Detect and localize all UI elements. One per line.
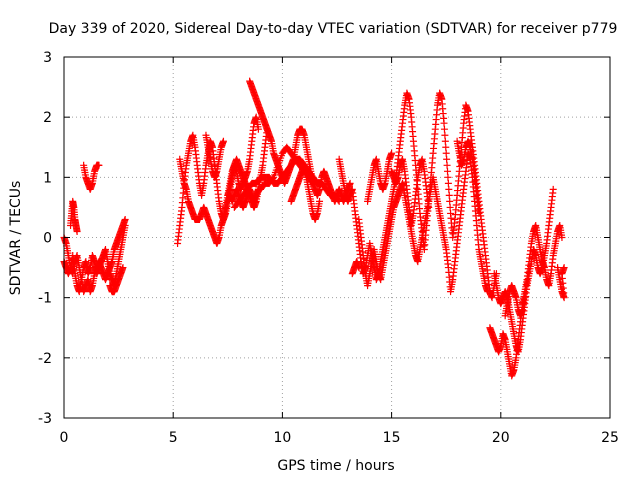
data-point [560,264,568,272]
axis-ticks [63,56,611,419]
data-point [443,155,451,163]
chart-title: Day 339 of 2020, Sidereal Day-to-day VTE… [49,21,618,37]
data-point [445,191,453,199]
y-axis-label: SDTVAR / TECUs [8,181,24,296]
grid [64,57,610,418]
data-point [355,264,363,272]
data-point [346,179,354,187]
data-point [309,179,317,187]
data-point [444,167,452,175]
data-point [440,119,448,127]
data-point [521,294,529,302]
data-point [95,161,103,169]
data-point [444,173,452,181]
data-point [440,125,448,133]
data-point [444,179,452,187]
y-tick-label: 2 [43,110,52,126]
data-point [219,137,227,145]
data-point [443,161,451,169]
x-tick-label: 0 [60,430,69,446]
data-point [73,227,81,235]
x-axis-label: GPS time / hours [277,458,394,474]
data-point [316,197,324,205]
data-point [475,209,483,217]
y-tick-label: 3 [43,50,52,66]
x-tick-label: 20 [492,430,510,446]
y-tick-label: -2 [38,351,52,367]
data-point [388,149,396,157]
data-point [549,185,557,193]
x-tick-label: 5 [169,430,178,446]
data-point [558,234,566,241]
data-point [446,203,454,211]
y-tick-label: -3 [38,411,52,427]
data-point [425,203,433,211]
x-tick-label: 15 [383,430,401,446]
data-point [335,197,343,205]
data-point [121,215,129,223]
data-point [445,185,453,193]
data-point [224,191,232,199]
data-point [254,125,262,133]
data-point [442,149,450,157]
data-point [334,196,342,204]
data-point [446,197,454,205]
data-point [441,137,449,145]
y-tick-label: 1 [43,170,52,186]
data-points [60,77,568,380]
data-point [442,143,450,151]
data-point [119,264,127,272]
x-tick-label: 25 [601,430,619,446]
data-point [441,131,449,139]
data-point [484,288,492,296]
x-tick-label: 10 [273,430,291,446]
y-tick-label: -1 [38,291,52,307]
y-tick-label: 0 [43,231,52,247]
tick-labels: 0 5 10 15 20 25 -3 -2 -1 0 1 2 3 [38,50,619,446]
